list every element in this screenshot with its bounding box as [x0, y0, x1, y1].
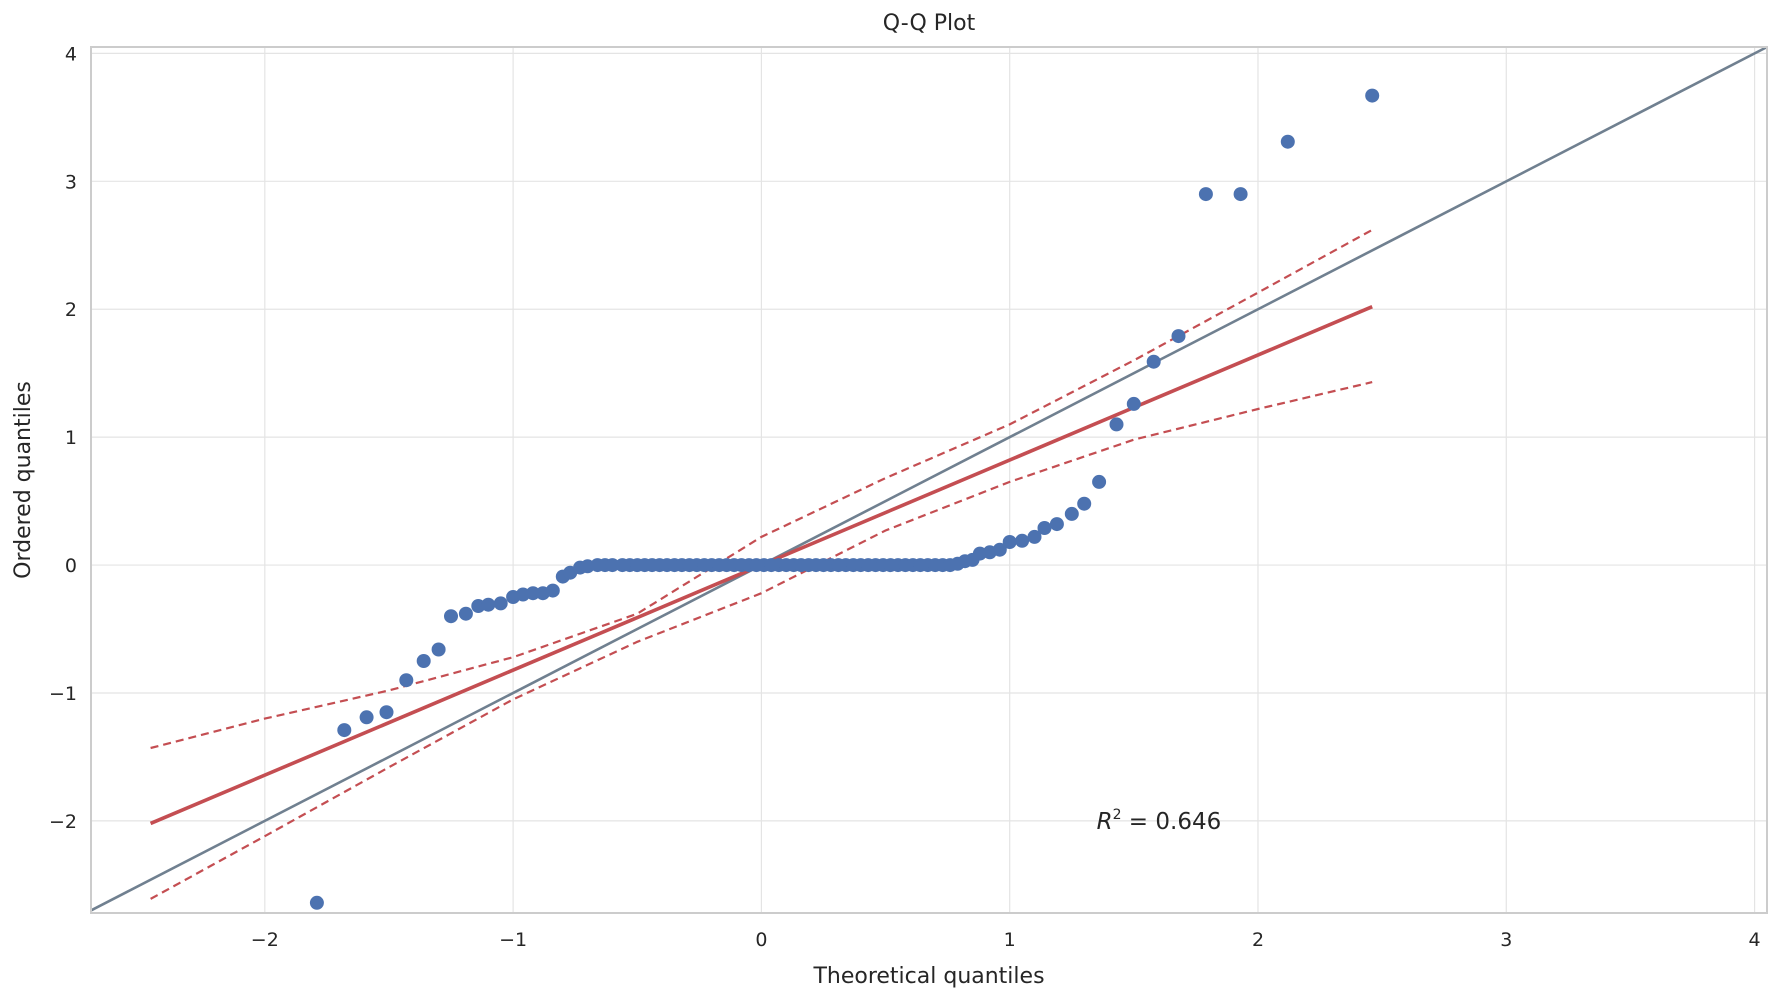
chart-title: Q-Q Plot [883, 11, 976, 36]
data-point [1171, 329, 1186, 344]
tick-labels: −2 −1 0 1 2 3 4 −2 −1 0 1 2 3 4 [49, 43, 1761, 951]
data-point [1365, 88, 1380, 103]
data-point [379, 705, 394, 720]
data-point [458, 606, 473, 621]
x-tick-label: 0 [755, 929, 767, 951]
data-point [1280, 134, 1295, 149]
data-point [1027, 529, 1042, 544]
x-tick-label: 2 [1252, 929, 1264, 951]
x-tick-label: 4 [1749, 929, 1761, 951]
data-point [309, 895, 324, 910]
y-tick-label: 1 [65, 427, 77, 449]
confidence-band-lower [150, 381, 1373, 900]
x-tick-label: −1 [499, 929, 527, 951]
data-point [545, 583, 560, 598]
x-tick-label: 3 [1500, 929, 1512, 951]
x-axis-label: Theoretical quantiles [812, 964, 1044, 989]
y-tick-label: 0 [65, 555, 77, 577]
plot-frame [90, 46, 1768, 914]
y-tick-label: −1 [49, 683, 77, 705]
data-point [1002, 535, 1017, 549]
data-point [399, 673, 414, 688]
data-point [493, 596, 508, 611]
data-point [605, 558, 620, 573]
data-point [1146, 354, 1161, 369]
y-tick-label: 2 [65, 299, 77, 321]
data-point [1126, 396, 1141, 411]
y-tick-label: −2 [49, 811, 77, 833]
reference-line [90, 45, 1768, 912]
data-point [481, 597, 496, 612]
data-point [1015, 533, 1030, 548]
data-point [1109, 417, 1124, 432]
data-point [526, 586, 540, 601]
data-point [444, 609, 458, 624]
x-tick-label: −2 [251, 929, 279, 951]
data-point [359, 710, 374, 725]
data-point [416, 654, 431, 668]
data-point [992, 542, 1007, 557]
data-point [1077, 496, 1092, 511]
data-point [1233, 187, 1248, 202]
y-axis-label: Ordered quantiles [11, 381, 36, 579]
data-point [1037, 521, 1052, 535]
data-point [1092, 474, 1107, 489]
data-point [1049, 517, 1064, 532]
plot-data [90, 45, 1768, 912]
data-point [1198, 187, 1213, 202]
r-squared-annotation: R2 = 0.646 [1097, 807, 1222, 835]
data-point [1064, 506, 1079, 521]
y-tick-label: 4 [65, 43, 77, 65]
data-point [431, 642, 446, 657]
y-tick-label: 3 [65, 171, 77, 193]
x-tick-label: 1 [1004, 929, 1016, 951]
data-point [337, 723, 352, 738]
